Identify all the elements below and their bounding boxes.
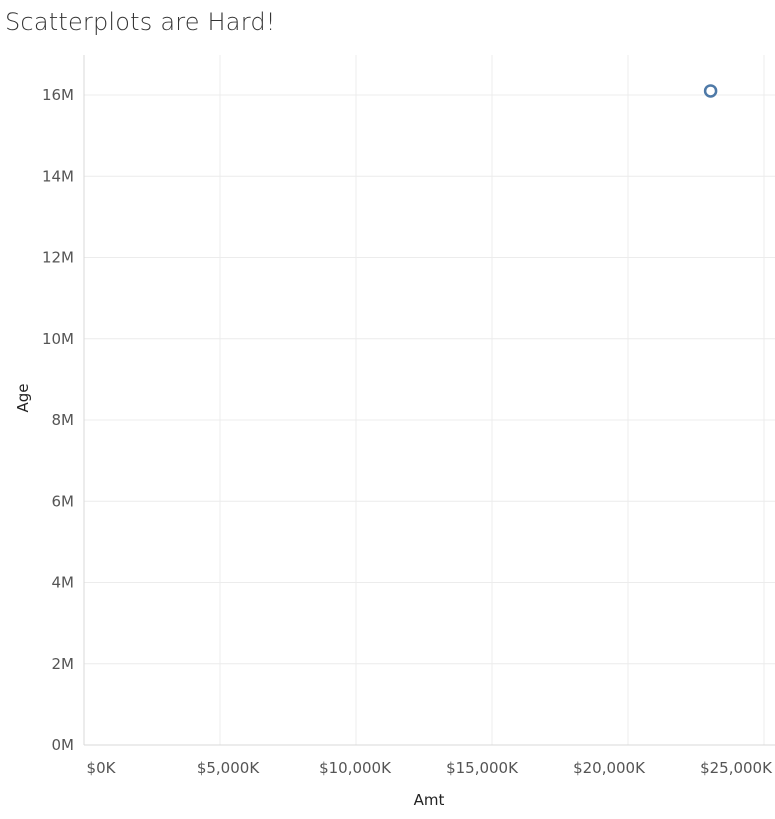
chart-title: Scatterplots are Hard! bbox=[5, 8, 276, 36]
y-tick-label: 4M bbox=[52, 574, 75, 592]
y-tick-label: 2M bbox=[52, 655, 75, 673]
y-tick-label: 0M bbox=[52, 736, 75, 754]
x-tick-label: $10,000K bbox=[319, 759, 392, 777]
x-tick-label: $20,000K bbox=[573, 759, 646, 777]
y-tick-label: 8M bbox=[52, 411, 75, 429]
x-axis-title: Amt bbox=[414, 791, 445, 809]
axes bbox=[83, 55, 775, 746]
y-axis-title: Age bbox=[14, 383, 32, 412]
data-points bbox=[703, 84, 718, 98]
x-tick-label: $15,000K bbox=[446, 759, 519, 777]
y-tick-label: 6M bbox=[52, 492, 75, 510]
grid-lines bbox=[83, 55, 775, 746]
tick-labels: 0M 2M 4M 6M 8M 10M 12M 14M 16M $0K $5,000K $10,000K… bbox=[42, 86, 773, 777]
x-tick-label: $0K bbox=[87, 759, 117, 777]
data-point[interactable] bbox=[703, 84, 718, 98]
x-tick-label: $25,000K bbox=[700, 759, 773, 777]
y-tick-label: 16M bbox=[42, 86, 74, 104]
y-tick-label: 10M bbox=[42, 330, 74, 348]
y-tick-label: 14M bbox=[42, 167, 74, 185]
x-tick-label: $5,000K bbox=[197, 759, 260, 777]
y-tick-label: 12M bbox=[42, 249, 74, 267]
